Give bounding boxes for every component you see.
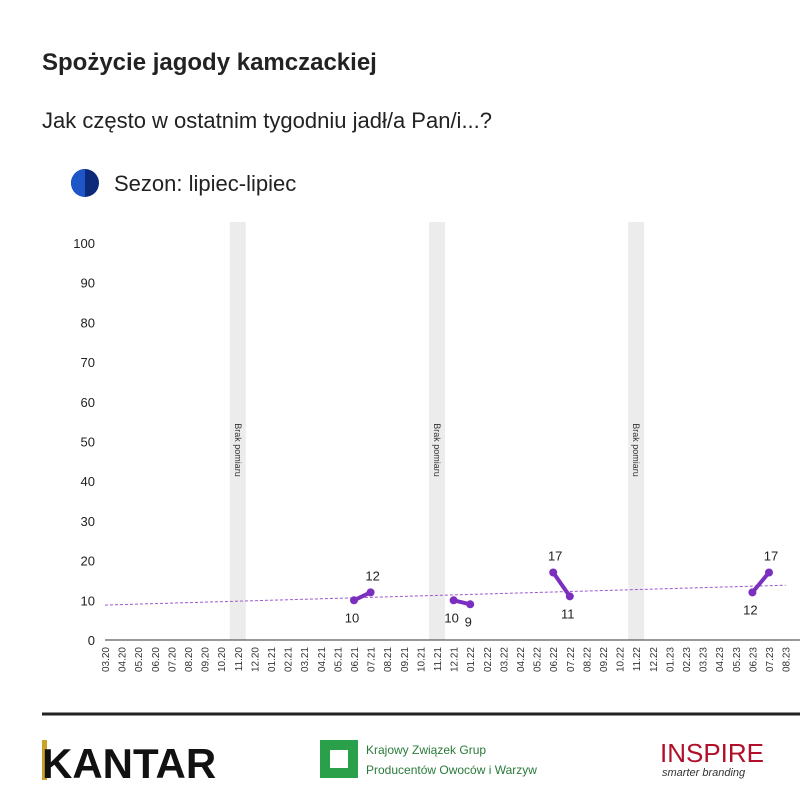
x-tick-label: 10.22	[616, 647, 627, 672]
data-label: 17	[548, 549, 562, 564]
kzg-logo-line2: Producentów Owoców i Warzyw	[366, 763, 537, 777]
x-tick-label: 11.20	[234, 647, 245, 672]
x-tick-label: 04.22	[516, 647, 527, 672]
x-tick-label: 12.21	[450, 647, 461, 672]
x-tick-label: 07.23	[765, 647, 776, 672]
x-tick-label: 08.21	[383, 647, 394, 672]
x-tick-label: 07.21	[367, 647, 378, 672]
y-tick-label: 30	[81, 514, 95, 529]
x-tick-label: 12.20	[250, 647, 261, 672]
x-tick-label: 06.23	[748, 647, 759, 672]
series-point	[350, 596, 358, 605]
data-label: 12	[743, 602, 757, 617]
x-tick-label: 01.22	[466, 647, 477, 672]
x-tick-label: 08.22	[582, 647, 593, 672]
x-tick-label: 06.21	[350, 647, 361, 672]
y-tick-label: 90	[81, 276, 95, 291]
x-tick-label: 05.22	[533, 647, 544, 672]
y-tick-label: 10	[81, 593, 95, 608]
kzg-logo-inner	[330, 750, 348, 768]
x-tick-label: 10.20	[217, 647, 228, 672]
series-line	[352, 570, 771, 607]
x-tick-label: 02.22	[483, 647, 494, 672]
series-point	[466, 600, 475, 609]
chart-subtitle: Jak często w ostatnim tygodniu jadł/a Pa…	[42, 108, 492, 133]
x-tick-label: 05.21	[333, 647, 344, 672]
x-tick-label: 02.23	[682, 647, 693, 672]
inspire-tagline: smarter branding	[662, 767, 746, 779]
data-label: 9	[465, 614, 472, 629]
legend-label: Sezon: lipiec-lipiec	[114, 171, 296, 196]
x-tick-label: 04.21	[317, 647, 328, 672]
legend-icon-half	[71, 169, 85, 197]
x-tick-label: 06.22	[549, 647, 560, 672]
x-tick-label: 11.22	[632, 647, 643, 672]
chart-title: Spożycie jagody kamczackiej	[42, 49, 377, 76]
x-tick-label: 10.21	[416, 647, 427, 672]
y-tick-label: 50	[81, 435, 95, 450]
trendline	[104, 584, 786, 606]
series-point	[765, 568, 773, 577]
x-tick-label: 12.22	[649, 647, 660, 672]
x-tick-label: 05.20	[134, 647, 145, 672]
kantar-accent	[42, 740, 47, 780]
kantar-logo: KANTAR	[42, 740, 216, 787]
gap-band	[429, 222, 445, 640]
data-label: 11	[561, 606, 575, 621]
gap-label: Brak pomiaru	[432, 423, 442, 477]
x-tick-label: 11.21	[433, 647, 444, 672]
y-tick-label: 60	[81, 395, 95, 410]
series-point	[565, 592, 574, 601]
data-label: 12	[365, 568, 379, 583]
x-tick-label: 09.20	[201, 647, 212, 672]
gap-band	[229, 222, 246, 640]
x-tick-label: 02.21	[284, 647, 295, 672]
kzg-logo-line1: Krajowy Związek Grup	[366, 743, 486, 757]
gap-label: Brak pomiaru	[631, 423, 641, 477]
x-tick-label: 03.21	[300, 647, 311, 672]
y-tick-label: 0	[88, 633, 95, 648]
x-tick-label: 09.22	[599, 647, 610, 672]
x-tick-label: 03.20	[101, 647, 112, 672]
y-tick-label: 40	[81, 474, 95, 489]
series-point	[366, 588, 375, 597]
x-tick-label: 03.23	[699, 647, 710, 672]
x-tick-label: 04.20	[118, 647, 129, 672]
data-label: 10	[345, 610, 359, 625]
x-tick-label: 06.20	[151, 647, 162, 672]
x-tick-label: 07.20	[167, 647, 178, 672]
x-tick-label: 01.23	[665, 647, 676, 672]
x-tick-label: 08.23	[782, 647, 793, 672]
data-label: 17	[764, 549, 778, 564]
gap-band	[628, 222, 645, 640]
series-point	[748, 588, 757, 597]
x-tick-label: 03.22	[499, 647, 510, 672]
x-tick-label: 04.23	[715, 647, 726, 672]
data-label: 10	[444, 610, 458, 625]
y-tick-label: 20	[81, 554, 95, 569]
x-tick-label: 01.21	[267, 647, 278, 672]
y-tick-label: 100	[73, 236, 95, 251]
series-point	[549, 568, 558, 577]
series-point	[449, 596, 458, 605]
x-tick-label: 07.22	[566, 647, 577, 672]
gap-label: Brak pomiaru	[233, 423, 243, 477]
x-tick-label: 05.23	[732, 647, 743, 672]
inspire-logo: INSPIRE	[660, 738, 764, 768]
y-tick-label: 70	[81, 355, 95, 370]
x-tick-label: 09.21	[400, 647, 411, 672]
x-tick-label: 08.20	[184, 647, 195, 672]
y-tick-label: 80	[81, 315, 95, 330]
